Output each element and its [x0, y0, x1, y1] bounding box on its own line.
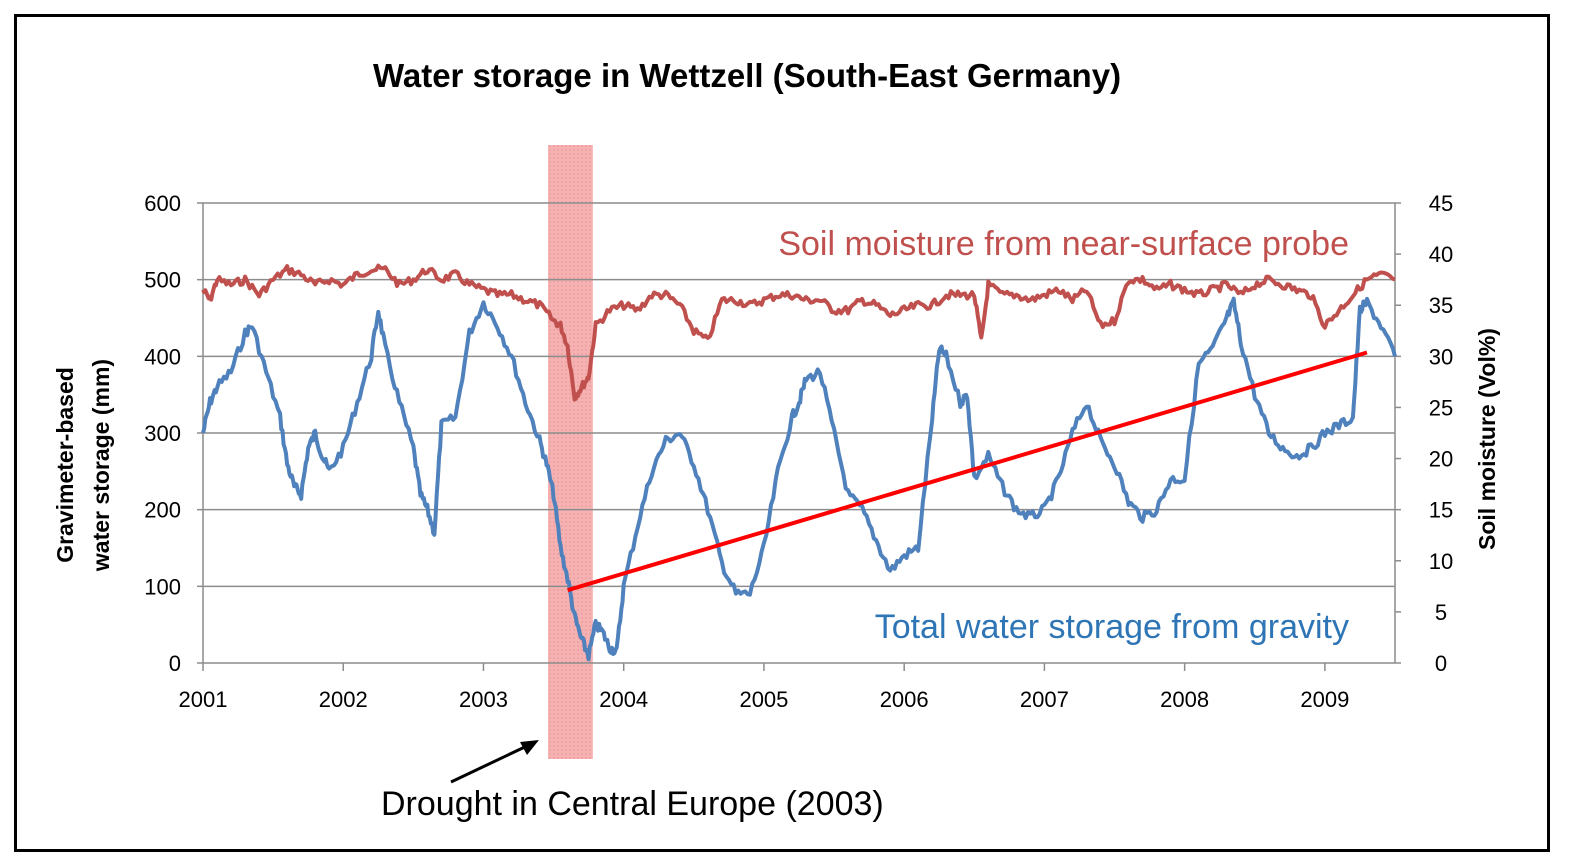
gridlines [203, 202, 1395, 588]
x-tick-label: 2006 [880, 687, 929, 712]
trend-line [567, 350, 1368, 593]
left-tick-label: 200 [144, 498, 181, 523]
right-tick-label: 25 [1429, 395, 1453, 420]
soil-moisture-series-line [201, 263, 1396, 402]
x-tick-label: 2008 [1160, 687, 1209, 712]
figure-frame: Water storage in Wettzell (South-East Ge… [14, 14, 1550, 852]
right-tick-label: 35 [1429, 293, 1453, 318]
left-tick-label: 500 [144, 268, 181, 293]
x-tick-label: 2003 [459, 687, 508, 712]
left-axis-ticks: 0 100 200 300 400 500 600 [144, 191, 203, 676]
gravity-storage-annotation: Total water storage from gravity [875, 608, 1349, 646]
right-tick-label: 5 [1435, 600, 1447, 625]
drought-annotation: Drought in Central Europe (2003) [381, 785, 884, 823]
chart-svg: Water storage in Wettzell (South-East Ge… [52, 57, 1500, 823]
right-tick-label: 15 [1429, 498, 1453, 523]
right-axis-ticks: 0 5 10 15 20 25 30 35 40 45 [1395, 191, 1453, 676]
drought-arrow-shaft [450, 743, 530, 784]
chart-title: Water storage in Wettzell (South-East Ge… [373, 57, 1121, 94]
x-tick-label: 2002 [319, 687, 368, 712]
left-tick-label: 100 [144, 574, 181, 599]
x-tick-label: 2005 [739, 687, 788, 712]
right-tick-label: 30 [1429, 344, 1453, 369]
right-tick-label: 10 [1429, 549, 1453, 574]
x-tick-label: 2009 [1300, 687, 1349, 712]
x-tick-label: 2007 [1020, 687, 1069, 712]
drought-highlight-band [547, 145, 593, 759]
left-tick-label: 300 [144, 421, 181, 446]
x-tick-label: 2001 [179, 687, 228, 712]
right-tick-label: 45 [1429, 191, 1453, 216]
right-tick-label: 40 [1429, 242, 1453, 267]
right-tick-label: 20 [1429, 447, 1453, 472]
left-axis-label-line1: Gravimeter-based [52, 367, 78, 563]
left-tick-label: 0 [169, 651, 181, 676]
left-axis-label-line2: water storage (mm) [88, 359, 114, 572]
x-axis-ticks: 2001 2002 2003 2004 2005 2006 2007 2008 2009 [179, 663, 1349, 712]
right-axis-label: Soil moisture (Vol%) [1474, 328, 1500, 550]
gravity-storage-series-line [201, 296, 1397, 662]
left-tick-label: 600 [144, 191, 181, 216]
left-tick-label: 400 [144, 344, 181, 369]
soil-moisture-annotation: Soil moisture from near-surface probe [778, 225, 1349, 263]
drought-arrow-head [520, 740, 539, 755]
x-tick-label: 2004 [599, 687, 648, 712]
right-tick-label: 0 [1435, 651, 1447, 676]
